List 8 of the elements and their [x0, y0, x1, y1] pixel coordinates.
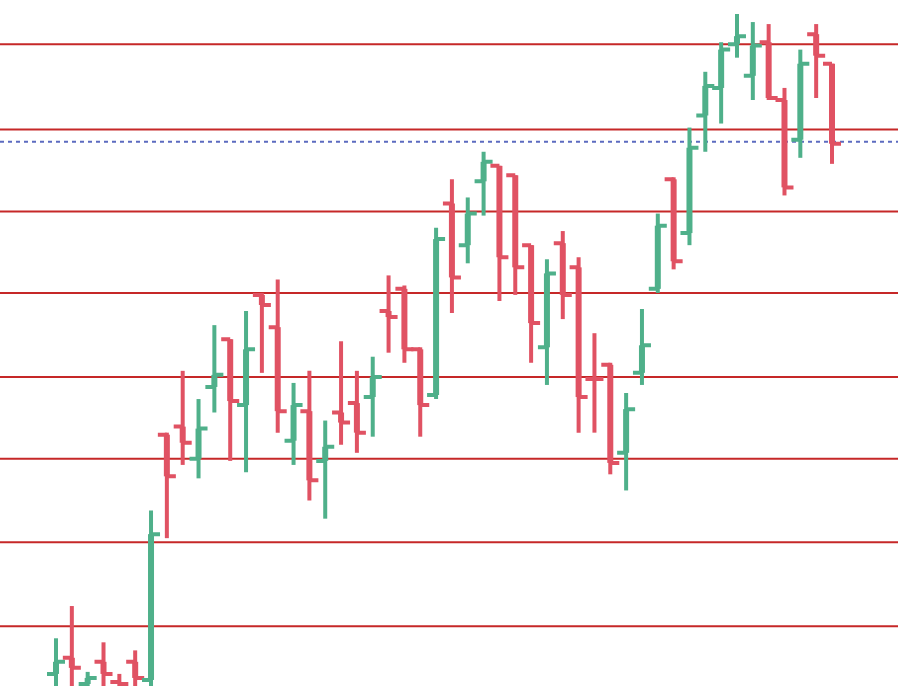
candlestick	[749, 20, 756, 103]
candlestick	[464, 195, 471, 266]
candlestick	[718, 40, 725, 126]
candlestick	[163, 430, 170, 541]
candlestick	[338, 339, 345, 447]
candlestick	[195, 397, 202, 481]
candlestick	[623, 391, 630, 493]
candlestick	[290, 380, 297, 467]
